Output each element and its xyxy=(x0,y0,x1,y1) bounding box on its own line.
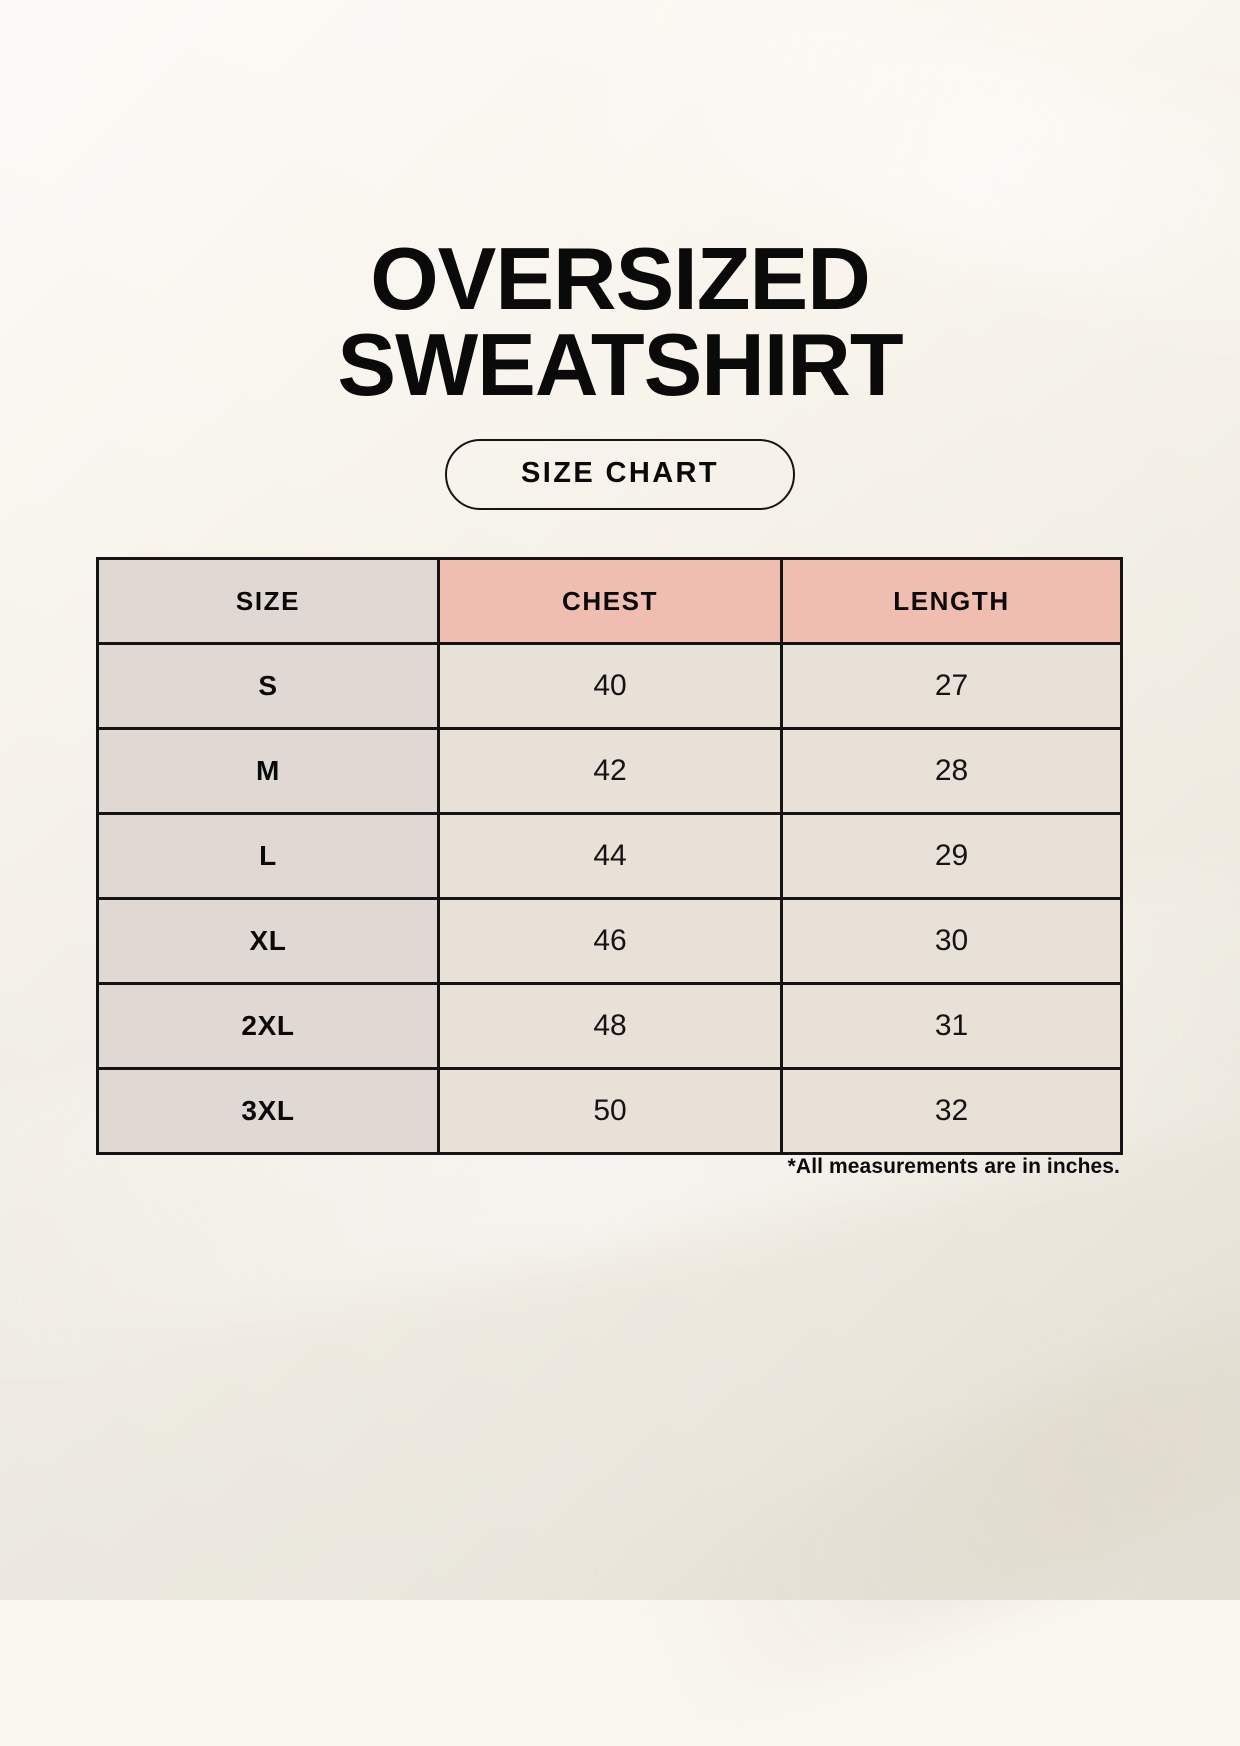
measurement-units-note: *All measurements are in inches. xyxy=(787,1155,1120,1178)
size-chart-badge-wrapper: SIZE CHART xyxy=(0,439,1240,510)
cell-size: S xyxy=(96,642,440,730)
cell-chest: 40 xyxy=(437,642,783,730)
cell-size: L xyxy=(96,812,440,900)
table-header: SIZE CHEST LENGTH xyxy=(96,557,1123,645)
cell-length: 31 xyxy=(780,982,1123,1070)
column-header-size: SIZE xyxy=(96,557,440,645)
cell-chest: 48 xyxy=(437,982,783,1070)
cell-chest: 50 xyxy=(437,1067,783,1155)
cell-length: 27 xyxy=(780,642,1123,730)
cell-size: 3XL xyxy=(96,1067,440,1155)
cell-chest: 42 xyxy=(437,727,783,815)
column-header-chest: CHEST xyxy=(437,557,783,645)
cell-length: 30 xyxy=(780,897,1123,985)
cell-length: 28 xyxy=(780,727,1123,815)
cell-size: M xyxy=(96,727,440,815)
column-header-length: LENGTH xyxy=(780,557,1123,645)
table-row: M 42 28 xyxy=(96,727,1123,815)
table-row: L 44 29 xyxy=(96,812,1123,900)
cell-length: 32 xyxy=(780,1067,1123,1155)
page-title: OVERSIZED SWEATSHIRT xyxy=(0,229,1240,415)
table-row: S 40 27 xyxy=(96,642,1123,730)
cell-chest: 44 xyxy=(437,812,783,900)
table-row: 3XL 50 32 xyxy=(96,1067,1123,1155)
background-shadow-streak xyxy=(608,1183,1240,1746)
cell-size: 2XL xyxy=(96,982,440,1070)
cell-length: 29 xyxy=(780,812,1123,900)
table-header-row: SIZE CHEST LENGTH xyxy=(96,557,1123,645)
page-title-line-1: OVERSIZED xyxy=(370,229,871,328)
table-body: S 40 27 M 42 28 L 44 29 XL 46 30 2XL 48 xyxy=(96,642,1123,1155)
page-title-line-2: SWEATSHIRT xyxy=(337,315,903,415)
cell-chest: 46 xyxy=(437,897,783,985)
cell-size: XL xyxy=(96,897,440,985)
size-chart-badge: SIZE CHART xyxy=(445,439,795,510)
table-row: 2XL 48 31 xyxy=(96,982,1123,1070)
size-chart-table: SIZE CHEST LENGTH S 40 27 M 42 28 L 44 2… xyxy=(96,557,1123,1155)
table-row: XL 46 30 xyxy=(96,897,1123,985)
